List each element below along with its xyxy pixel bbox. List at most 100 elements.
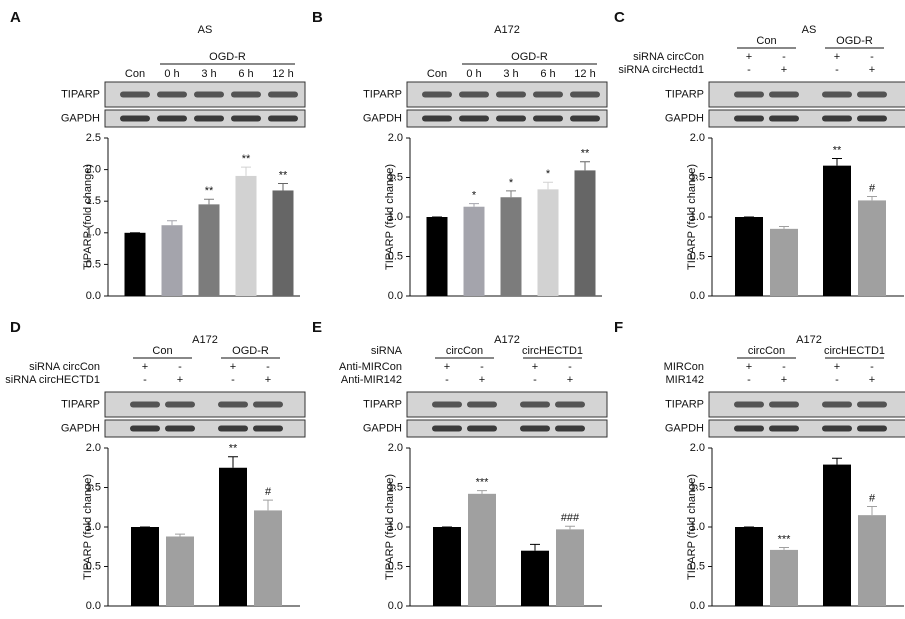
row-label: Anti-MIR142: [341, 374, 402, 386]
blot-band: [769, 115, 799, 122]
blot-band: [857, 91, 887, 98]
significance: #: [869, 492, 876, 504]
bar: [272, 190, 294, 296]
blot-band: [120, 115, 150, 122]
y-tick-label: 2.0: [690, 132, 705, 144]
blot-band: [218, 401, 248, 408]
y-tick-label: 1.0: [690, 521, 705, 533]
bar: [166, 536, 194, 606]
bar: [219, 467, 247, 606]
blot-band: [533, 115, 563, 122]
condition-label: 6 h: [540, 68, 555, 80]
significance: *: [546, 168, 551, 180]
bar: [468, 493, 496, 606]
blot-band: [268, 91, 298, 98]
blot-band: [253, 425, 283, 432]
sign: -: [231, 374, 235, 386]
error-bar: [779, 547, 789, 550]
error-bar: [228, 456, 238, 468]
blot-label: GAPDH: [665, 112, 704, 124]
y-tick-label: 1.0: [86, 521, 101, 533]
condition-label: 12 h: [272, 68, 293, 80]
significance: *: [472, 189, 477, 201]
bar: [858, 515, 886, 606]
group-label: circHECTD1: [824, 345, 885, 357]
blot-band: [253, 401, 283, 408]
significance: #: [265, 486, 272, 498]
blot-label: TIPARP: [61, 398, 100, 410]
sign: -: [480, 361, 484, 373]
y-tick-label: 1.5: [86, 195, 101, 207]
blot-band: [734, 425, 764, 432]
y-tick-label: 1.0: [388, 211, 403, 223]
blot-band: [432, 425, 462, 432]
blot-band: [520, 425, 550, 432]
error-bar: [580, 161, 590, 171]
group-label: OGD-R: [511, 51, 548, 63]
blot-band: [769, 425, 799, 432]
blot-label: TIPARP: [363, 88, 402, 100]
blot-band: [769, 401, 799, 408]
sign: -: [870, 361, 874, 373]
y-axis-label: TIPARP (fold change): [686, 164, 698, 270]
condition-label: 0 h: [164, 68, 179, 80]
sign: -: [178, 361, 182, 373]
y-axis-label: TIPARP (fold change): [82, 164, 94, 270]
y-tick-label: 2.0: [388, 132, 403, 144]
y-axis-label: TIPARP (fold change): [686, 474, 698, 580]
sign: +: [781, 64, 787, 76]
blot-label: TIPARP: [61, 88, 100, 100]
blot-band: [459, 115, 489, 122]
groups-label: siRNA: [371, 345, 403, 357]
group-label: circCon: [446, 345, 483, 357]
significance: ***: [476, 477, 490, 489]
sign: +: [781, 374, 787, 386]
blot-band: [120, 91, 150, 98]
y-tick-label: 2.0: [388, 442, 403, 454]
sign: -: [782, 361, 786, 373]
sign: -: [747, 374, 751, 386]
blot-band: [857, 401, 887, 408]
y-tick-label: 1.5: [86, 481, 101, 493]
panel-title: AS: [198, 24, 213, 36]
y-tick-label: 0.0: [690, 600, 705, 612]
blot-image: [406, 419, 608, 438]
y-tick-label: 1.0: [86, 227, 101, 239]
row-label: siRNA circCon: [29, 361, 100, 373]
blot-band: [734, 401, 764, 408]
blot-label: TIPARP: [363, 398, 402, 410]
bar: [426, 217, 448, 296]
bar: [735, 527, 763, 606]
bar: [254, 510, 282, 606]
y-tick-label: 0.0: [388, 290, 403, 302]
sign: -: [266, 361, 270, 373]
y-tick-label: 0.5: [388, 560, 403, 572]
sign: -: [143, 374, 147, 386]
y-axis-label: TIPARP (fold change): [384, 164, 396, 270]
blot-band: [422, 115, 452, 122]
blot-label: TIPARP: [665, 398, 704, 410]
error-bar: [469, 203, 479, 207]
sign: +: [177, 374, 183, 386]
y-tick-label: 0.5: [388, 250, 403, 262]
sign: -: [445, 374, 449, 386]
blot-band: [467, 401, 497, 408]
bar: [161, 225, 183, 296]
condition-label: 3 h: [201, 68, 216, 80]
blot-band: [218, 425, 248, 432]
blot-band: [822, 401, 852, 408]
group-label: OGD-R: [209, 51, 246, 63]
sign: +: [479, 374, 485, 386]
sign: +: [834, 51, 840, 63]
blot-band: [165, 401, 195, 408]
y-tick-label: 0.5: [86, 258, 101, 270]
significance: ***: [778, 533, 792, 545]
y-tick-label: 1.5: [690, 171, 705, 183]
panel-letter: A: [10, 9, 21, 26]
y-tick-label: 0.0: [86, 600, 101, 612]
bar: [823, 464, 851, 606]
y-tick-label: 0.5: [690, 250, 705, 262]
sign: -: [568, 361, 572, 373]
bar: [235, 175, 257, 296]
row-label: MIRCon: [664, 361, 704, 373]
